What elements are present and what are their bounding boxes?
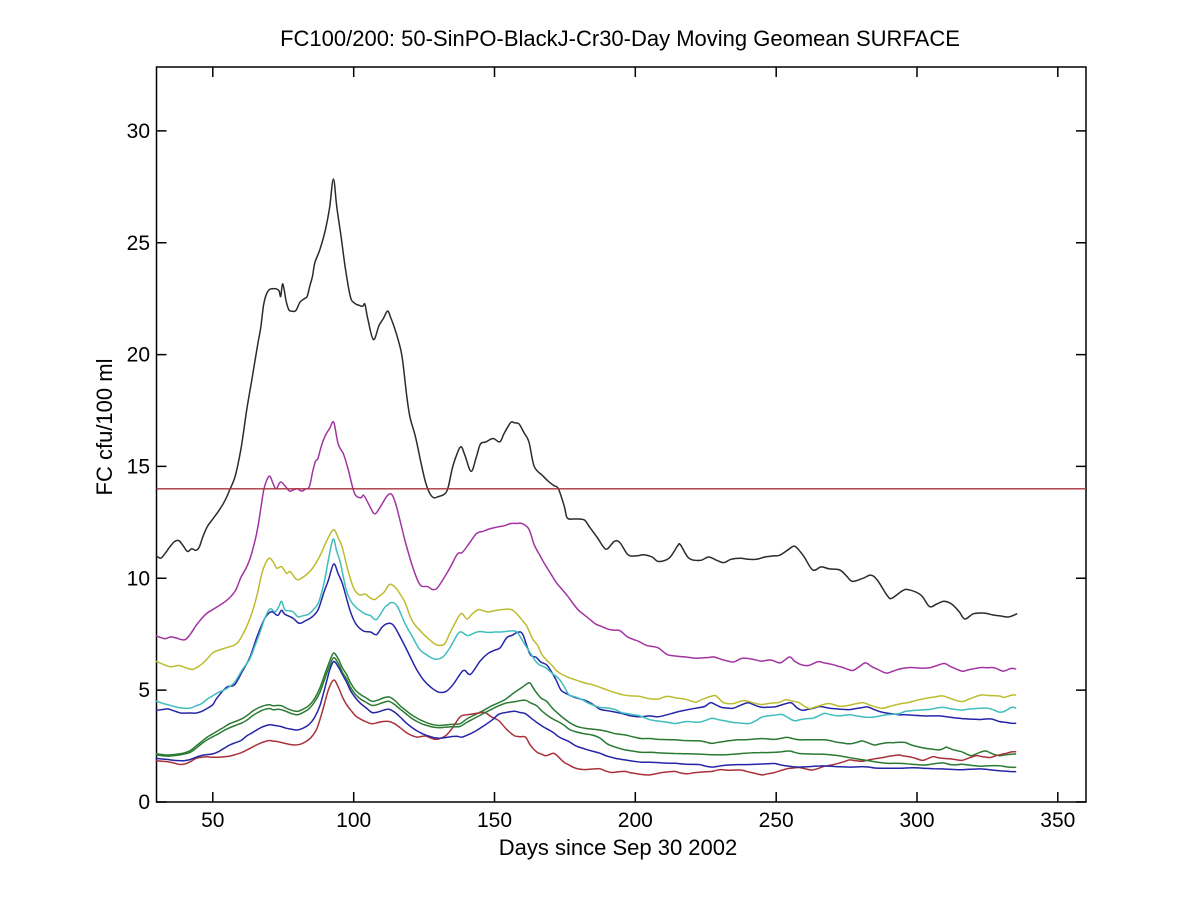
svg-text:250: 250 <box>759 809 794 832</box>
svg-text:25: 25 <box>127 232 150 255</box>
svg-text:150: 150 <box>477 809 512 832</box>
svg-text:350: 350 <box>1040 809 1075 832</box>
svg-text:FC cfu/100 ml: FC cfu/100 ml <box>92 359 117 496</box>
svg-text:15: 15 <box>127 455 150 478</box>
svg-text:0: 0 <box>138 791 150 814</box>
svg-text:10: 10 <box>127 567 150 590</box>
svg-text:50: 50 <box>201 809 224 832</box>
svg-text:FC100/200: 50-SinPO-BlackJ-Cr3: FC100/200: 50-SinPO-BlackJ-Cr30-Day Movi… <box>280 26 960 51</box>
svg-text:5: 5 <box>138 679 150 702</box>
svg-text:200: 200 <box>618 809 653 832</box>
svg-text:Days since Sep 30 2002: Days since Sep 30 2002 <box>499 835 738 860</box>
svg-text:30: 30 <box>127 120 150 143</box>
svg-text:20: 20 <box>127 344 150 367</box>
svg-text:100: 100 <box>336 809 371 832</box>
svg-text:300: 300 <box>899 809 934 832</box>
